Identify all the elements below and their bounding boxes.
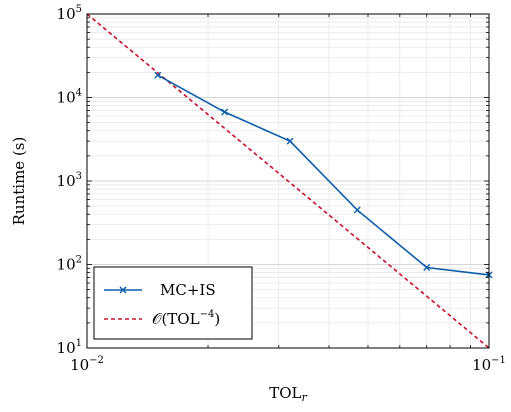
y-tick-label-base: 10 bbox=[57, 256, 76, 274]
legend-entry-reference: 𝒪(TOL−4) bbox=[104, 309, 220, 328]
x-tick-label-base: 10 bbox=[472, 356, 491, 374]
data-point-mcis bbox=[286, 137, 294, 145]
legend-marker-x bbox=[119, 286, 127, 294]
y-tick-label-exponent: 5 bbox=[76, 4, 82, 15]
legend-label-reference-prefix: 𝒪(TOL bbox=[152, 310, 200, 328]
ticks bbox=[86, 14, 489, 349]
legend-box bbox=[93, 266, 253, 340]
x-tick-label: 10−2 bbox=[70, 355, 104, 374]
y-tick-label: 101 bbox=[57, 338, 82, 357]
data-point-mcis bbox=[154, 71, 162, 79]
y-tick-label: 103 bbox=[57, 171, 82, 190]
series-layer bbox=[86, 13, 493, 349]
y-tick-label-exponent: 4 bbox=[76, 88, 82, 99]
legend-label-reference-exponent: −4 bbox=[200, 309, 215, 320]
legend-entry-mcis: MC+IS bbox=[104, 281, 216, 299]
x-tick-label-exponent: −1 bbox=[491, 355, 506, 366]
series-line-mcis bbox=[157, 74, 490, 276]
y-tick-label: 104 bbox=[57, 88, 82, 107]
legend-label-mcis: MC+IS bbox=[160, 281, 216, 299]
legend: MC+IS 𝒪(TOL−4) bbox=[93, 266, 253, 340]
x-axis-label-subscript: r bbox=[302, 391, 308, 404]
legend-marker-mcis bbox=[119, 286, 127, 294]
y-tick-label-exponent: 1 bbox=[76, 338, 82, 349]
x-axis-label-base: TOL bbox=[269, 384, 301, 402]
legend-label-reference-suffix: ) bbox=[214, 310, 220, 328]
y-tick-label-base: 10 bbox=[57, 172, 76, 190]
data-point-mcis bbox=[423, 264, 431, 272]
y-axis-label: Runtime (s) bbox=[10, 137, 28, 226]
x-tick-label-exponent: −2 bbox=[89, 355, 104, 366]
y-tick-label-exponent: 2 bbox=[76, 255, 82, 266]
x-axis-label: TOLr bbox=[269, 384, 307, 404]
y-tick-label-base: 10 bbox=[57, 89, 76, 107]
x-tick-label-base: 10 bbox=[70, 356, 89, 374]
data-point-mcis bbox=[353, 206, 361, 214]
y-tick-label-exponent: 3 bbox=[76, 171, 82, 182]
y-tick-label: 105 bbox=[57, 4, 82, 23]
y-tick-label-base: 10 bbox=[57, 5, 76, 23]
legend-label-reference: 𝒪(TOL−4) bbox=[152, 309, 220, 328]
series-line-reference bbox=[86, 13, 490, 349]
y-tick-label: 102 bbox=[57, 255, 82, 274]
data-point-mcis bbox=[221, 108, 229, 116]
y-tick-label-base: 10 bbox=[57, 339, 76, 357]
x-tick-label: 10−1 bbox=[472, 355, 506, 374]
